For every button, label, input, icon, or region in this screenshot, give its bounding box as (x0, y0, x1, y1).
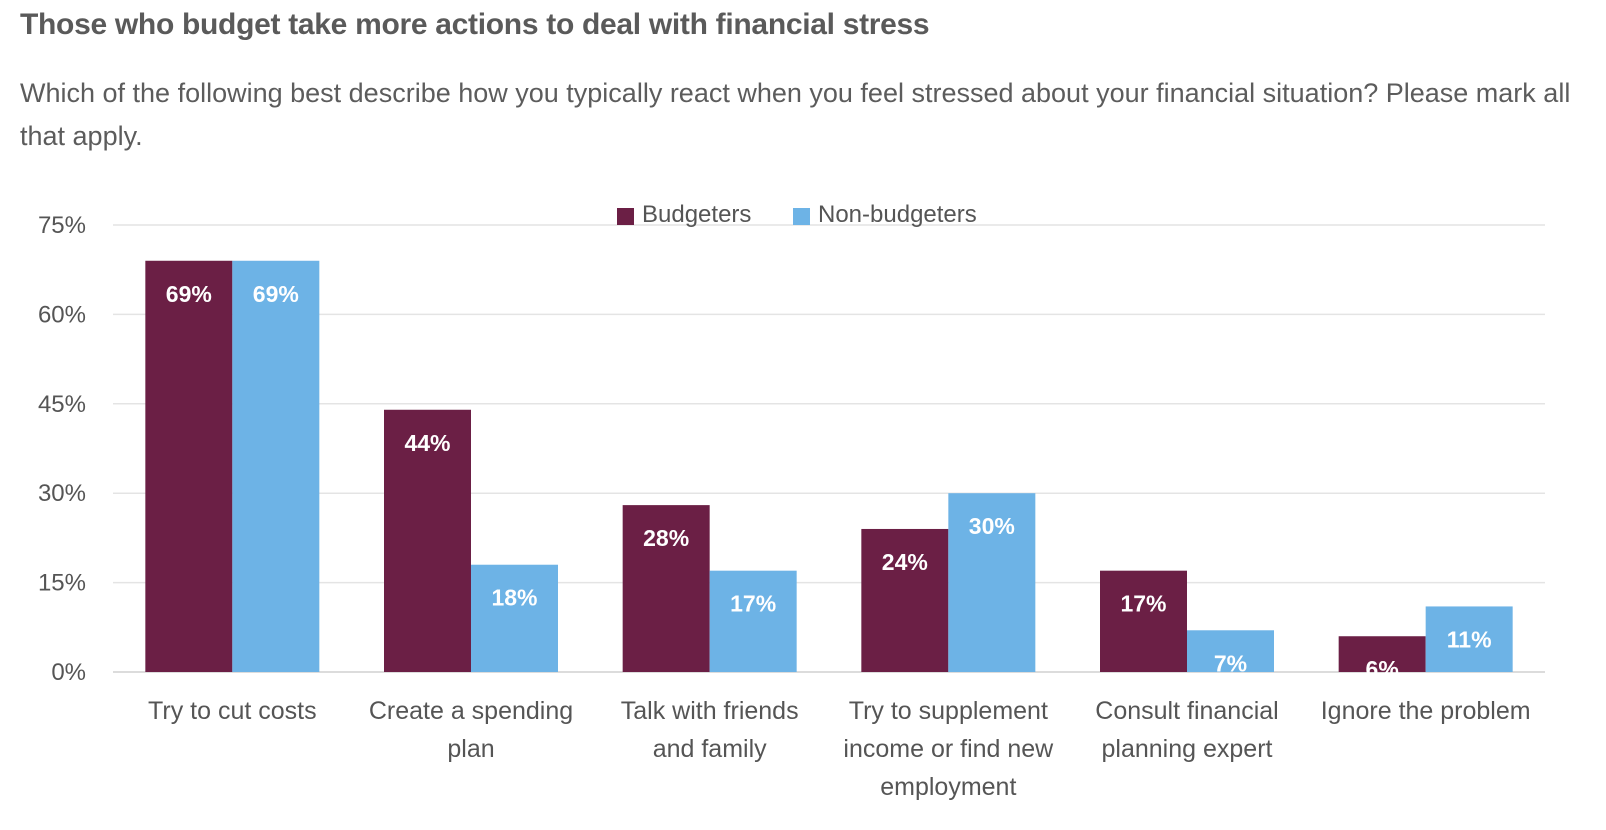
x-category-label: Create a spending (369, 697, 573, 725)
chart-title: Those who budget take more actions to de… (20, 8, 930, 41)
bar-non-budgeters (232, 260, 320, 672)
x-category-label: Try to cut costs (148, 697, 317, 725)
x-category-label: Ignore the problem (1321, 697, 1531, 725)
legend-item: Non-budgeters (793, 201, 977, 228)
legend-item: Budgeters (617, 201, 751, 228)
x-category-label: plan (447, 735, 494, 763)
bar-non-budgeters (948, 493, 1036, 672)
x-category-label: Talk with friends (621, 697, 799, 725)
data-label: 44% (404, 430, 450, 456)
data-label: 17% (1120, 591, 1166, 617)
legend-swatch (793, 208, 810, 225)
gridlines (113, 224, 1545, 673)
data-label: 6% (1366, 656, 1399, 682)
data-label: 69% (166, 281, 212, 307)
bar-budgeters (384, 409, 471, 672)
chart-subtitle: Which of the following best describe how… (20, 78, 1571, 151)
bar-budgeters (1338, 636, 1426, 672)
data-label: 11% (1447, 626, 1492, 652)
x-category-label: Consult financial (1095, 697, 1278, 725)
x-category-label: income or find new (843, 735, 1054, 763)
y-tick-label: 75% (38, 212, 86, 239)
legend-swatch (617, 208, 634, 225)
data-label: 28% (643, 525, 689, 551)
y-tick-label: 60% (38, 301, 86, 328)
y-tick-label: 15% (38, 570, 86, 597)
bar-non-budgeters (1425, 606, 1513, 672)
bar-group: 44% 18% (384, 409, 558, 672)
bar-group: 69% 69% (145, 260, 320, 672)
legend-label: Budgeters (642, 201, 751, 228)
bar-non-budgeters (709, 570, 797, 672)
bar-group: 24% 30% (861, 493, 1036, 672)
bar-group: 28% 17% (622, 505, 797, 672)
x-category-label: Try to supplement (849, 697, 1048, 725)
x-category-label: planning expert (1102, 735, 1273, 763)
data-label: 7% (1214, 650, 1247, 676)
y-tick-label: 45% (38, 391, 86, 418)
x-category-label: and family (653, 735, 767, 763)
bar-budgeters (145, 260, 233, 672)
data-label: 18% (491, 585, 537, 611)
data-label: 30% (969, 513, 1015, 539)
y-tick-label: 30% (38, 480, 86, 507)
bar-non-budgeters (471, 564, 558, 672)
data-label: 17% (730, 591, 776, 617)
bars: 69% 69% 44% 18% 28% 17% 24% 30% 17% 7% 6% 11% (145, 260, 1513, 682)
data-label: 24% (882, 549, 928, 575)
x-axis: Try to cut costs Create a spending plan Tal… (148, 697, 1531, 801)
x-category-label: employment (880, 773, 1016, 801)
data-label: 69% (253, 281, 299, 307)
bar-group: 6% 11% (1338, 606, 1513, 682)
y-tick-label: 0% (51, 659, 86, 686)
legend: Budgeters Non-budgeters (617, 201, 977, 228)
bar-budgeters (622, 505, 710, 672)
bar-budgeters (861, 528, 949, 672)
bar-group: 17% 7% (1100, 570, 1274, 676)
legend-label: Non-budgeters (818, 201, 977, 228)
y-axis: 0% 15% 30% 45% 60% 75% (38, 212, 86, 686)
bar-non-budgeters (1187, 630, 1274, 672)
bar-budgeters (1100, 570, 1187, 672)
